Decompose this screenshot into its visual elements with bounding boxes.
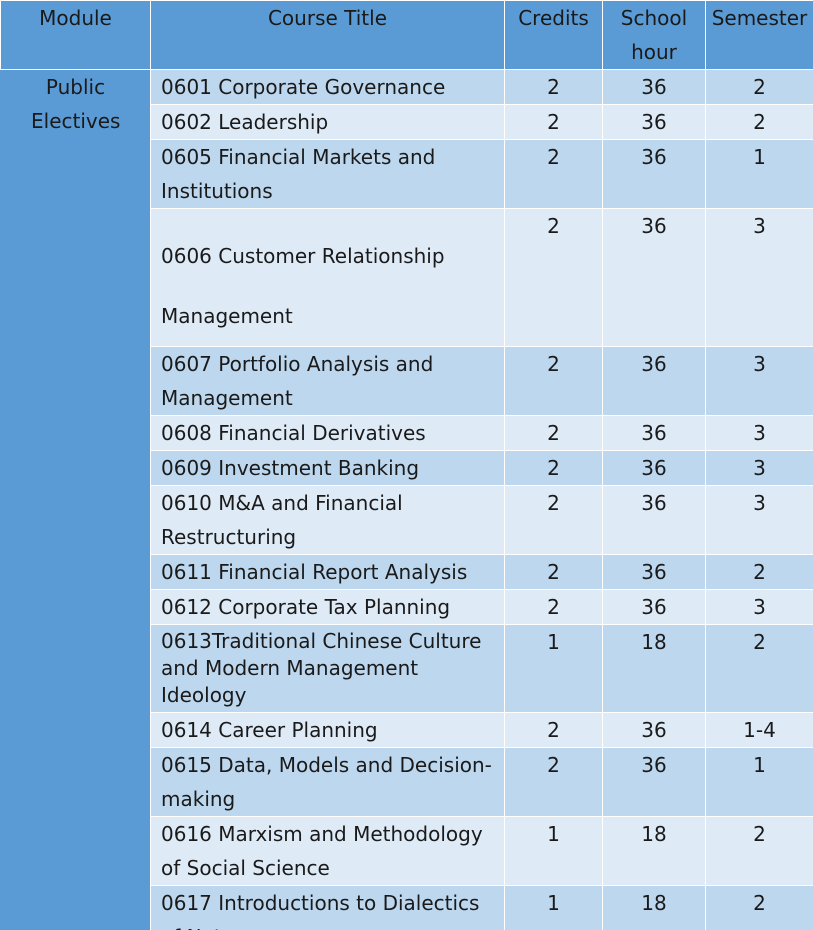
- course-hours: 36: [602, 415, 706, 451]
- table-row: Public Electives 0601 Corporate Governan…: [0, 69, 813, 930]
- course-title: 0612 Corporate Tax Planning: [150, 589, 505, 625]
- course-credits: 2: [504, 208, 603, 347]
- course-hours: 18: [602, 816, 706, 886]
- course-title: 0617 Introductions to Dialectics of Natu…: [150, 885, 505, 930]
- course-credits: 2: [504, 589, 603, 625]
- table-row: 0610 M&A and Financial Restructuring 2 3…: [1, 485, 813, 555]
- header-module: Module: [0, 0, 151, 70]
- course-semester: 1: [705, 747, 813, 817]
- course-credits: 2: [504, 712, 603, 748]
- course-title: 0616 Marxism and Methodology of Social S…: [150, 816, 505, 886]
- course-credits: 2: [504, 69, 603, 105]
- course-hours: 36: [602, 450, 706, 486]
- course-credits: 2: [504, 554, 603, 590]
- course-title: 0606 Customer Relationship Management: [150, 208, 505, 347]
- course-semester: 2: [705, 554, 813, 590]
- course-credits: 1: [504, 624, 603, 713]
- course-semester: 3: [705, 450, 813, 486]
- table-row: 0617 Introductions to Dialectics of Natu…: [1, 885, 813, 930]
- table-row: 0615 Data, Models and Decision-making 2 …: [1, 747, 813, 817]
- header-row: Module Course Title Credits School hour …: [0, 0, 813, 70]
- course-semester: 2: [705, 624, 813, 713]
- course-hours: 36: [602, 346, 706, 416]
- course-title: 0608 Financial Derivatives: [150, 415, 505, 451]
- course-hours: 36: [602, 589, 706, 625]
- table-row: 0612 Corporate Tax Planning 2 36 3: [1, 589, 813, 625]
- course-semester: 2: [705, 885, 813, 930]
- course-hours: 36: [602, 747, 706, 817]
- course-credits: 1: [504, 885, 603, 930]
- course-hours: 36: [602, 712, 706, 748]
- module-cell: Public Electives: [0, 69, 151, 930]
- course-hours: 18: [602, 885, 706, 930]
- course-semester: 3: [705, 208, 813, 347]
- course-title: 0614 Career Planning: [150, 712, 505, 748]
- course-title: 0602 Leadership: [150, 104, 505, 140]
- course-credits: 2: [504, 415, 603, 451]
- course-title: 0609 Investment Banking: [150, 450, 505, 486]
- table-row: 0605 Financial Markets and Institutions …: [1, 139, 813, 209]
- table-row: 0606 Customer Relationship Management 2 …: [1, 208, 813, 347]
- course-semester: 2: [705, 104, 813, 140]
- course-hours: 18: [602, 624, 706, 713]
- course-semester: 2: [705, 69, 813, 105]
- course-credits: 1: [504, 816, 603, 886]
- course-title: 0601 Corporate Governance: [150, 69, 505, 105]
- course-title: 0611 Financial Report Analysis: [150, 554, 505, 590]
- header-school-hour: School hour: [602, 0, 706, 70]
- course-semester: 3: [705, 589, 813, 625]
- course-semester: 3: [705, 485, 813, 555]
- course-semester: 1: [705, 139, 813, 209]
- course-semester: 3: [705, 346, 813, 416]
- course-title: 0615 Data, Models and Decision-making: [150, 747, 505, 817]
- header-credits: Credits: [504, 0, 603, 70]
- course-hours: 36: [602, 104, 706, 140]
- course-hours: 36: [602, 208, 706, 347]
- table-row: 0609 Investment Banking 2 36 3: [1, 450, 813, 486]
- course-credits: 2: [504, 450, 603, 486]
- course-semester: 2: [705, 816, 813, 886]
- course-credits: 2: [504, 485, 603, 555]
- course-title: 0605 Financial Markets and Institutions: [150, 139, 505, 209]
- table-row: 0616 Marxism and Methodology of Social S…: [1, 816, 813, 886]
- course-hours: 36: [602, 139, 706, 209]
- course-credits: 2: [504, 747, 603, 817]
- course-semester: 3: [705, 415, 813, 451]
- course-title: 0613Traditional Chinese Culture and Mode…: [150, 624, 505, 713]
- course-title: 0610 M&A and Financial Restructuring: [150, 485, 505, 555]
- table-row: 0611 Financial Report Analysis 2 36 2: [1, 554, 813, 590]
- table-row: 0607 Portfolio Analysis and Management 2…: [1, 346, 813, 416]
- table-row: 0613Traditional Chinese Culture and Mode…: [1, 624, 813, 713]
- course-hours: 36: [602, 69, 706, 105]
- course-credits: 2: [504, 346, 603, 416]
- course-title: 0607 Portfolio Analysis and Management: [150, 346, 505, 416]
- course-credits: 2: [504, 139, 603, 209]
- table-row: 0614 Career Planning 2 36 1-4: [1, 712, 813, 748]
- table-row: 0602 Leadership 2 36 2: [1, 104, 813, 140]
- course-hours: 36: [602, 485, 706, 555]
- course-semester: 1-4: [705, 712, 813, 748]
- course-credits: 2: [504, 104, 603, 140]
- header-semester: Semester: [705, 0, 813, 70]
- header-course-title: Course Title: [150, 0, 505, 70]
- course-hours: 36: [602, 554, 706, 590]
